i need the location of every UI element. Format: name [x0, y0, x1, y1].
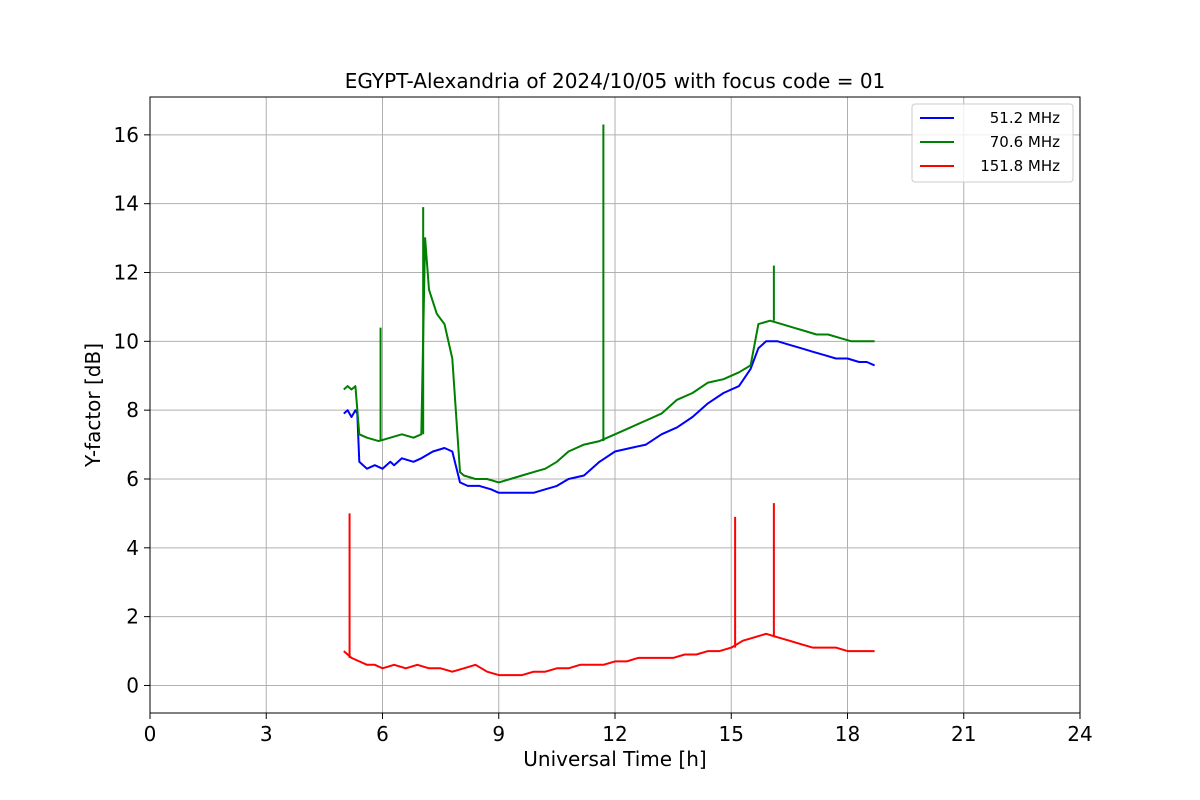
series-line-151-8-mhz — [343, 632, 875, 677]
x-tick-label: 15 — [719, 722, 744, 746]
series-line-70-6-mhz — [343, 237, 875, 484]
y-tick-label: 14 — [114, 192, 139, 216]
y-tick-label: 6 — [126, 467, 139, 491]
y-tick-label: 0 — [126, 673, 139, 697]
legend: 51.2 MHz 70.6 MHz 151.8 MHz — [911, 103, 1074, 183]
y-axis-title: Y-factor [dB] — [81, 343, 105, 468]
legend-label: 151.8 MHz — [980, 157, 1060, 175]
series-layer — [343, 124, 876, 677]
legend-label: 51.2 MHz — [990, 109, 1060, 127]
x-tick-label: 24 — [1067, 722, 1092, 746]
chart-title: EGYPT-Alexandria of 2024/10/05 with focu… — [345, 69, 886, 93]
y-tick-label: 16 — [114, 123, 139, 147]
y-tick-label: 8 — [126, 398, 139, 422]
y-tick-label: 12 — [114, 261, 139, 285]
x-tick-label: 9 — [492, 722, 505, 746]
x-tick-label: 3 — [260, 722, 273, 746]
series-line-51-2-mhz — [343, 340, 876, 494]
x-tick-label: 18 — [835, 722, 860, 746]
x-tick-label: 12 — [602, 722, 627, 746]
y-tick-label: 4 — [126, 536, 139, 560]
x-tick-label: 6 — [376, 722, 389, 746]
x-tick-label: 0 — [144, 722, 157, 746]
legend-box — [911, 103, 1074, 183]
x-axis-title: Universal Time [h] — [523, 747, 706, 771]
x-tick-label: 21 — [951, 722, 976, 746]
y-tick-label: 10 — [114, 329, 139, 353]
legend-label: 70.6 MHz — [990, 133, 1060, 151]
y-tick-label: 2 — [126, 605, 139, 629]
